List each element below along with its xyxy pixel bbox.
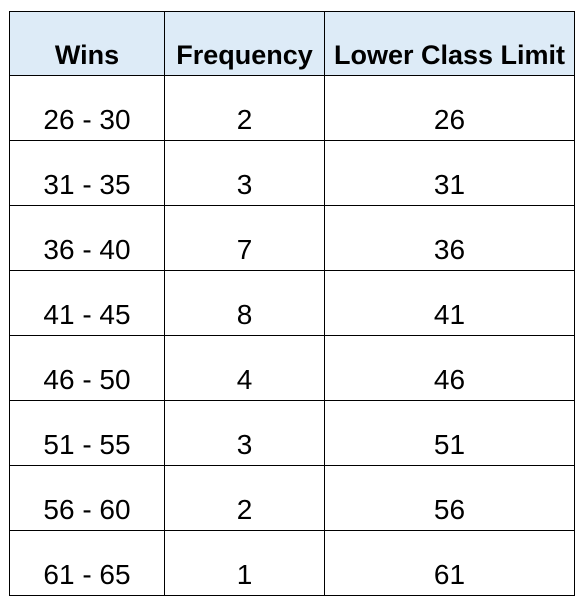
header-frequency: Frequency — [164, 11, 325, 76]
lower-class-limit-cell: 61 — [324, 530, 575, 596]
table-row: 61 - 65 1 61 — [9, 530, 575, 596]
wins-cell: 46 - 50 — [9, 335, 165, 401]
header-wins: Wins — [9, 11, 165, 76]
lower-class-limit-cell: 56 — [324, 465, 575, 531]
wins-cell: 51 - 55 — [9, 400, 165, 466]
wins-cell: 31 - 35 — [9, 140, 165, 206]
wins-cell: 61 - 65 — [9, 530, 165, 596]
table-header: Wins Frequency Lower Class Limit — [9, 11, 575, 76]
header-row: Wins Frequency Lower Class Limit — [9, 11, 575, 76]
lower-class-limit-cell: 51 — [324, 400, 575, 466]
lower-class-limit-cell: 41 — [324, 270, 575, 336]
frequency-cell: 2 — [164, 465, 325, 531]
frequency-cell: 1 — [164, 530, 325, 596]
table-row: 51 - 55 3 51 — [9, 400, 575, 466]
frequency-cell: 7 — [164, 205, 325, 271]
wins-cell: 56 - 60 — [9, 465, 165, 531]
lower-class-limit-cell: 26 — [324, 75, 575, 141]
frequency-cell: 3 — [164, 400, 325, 466]
table-row: 56 - 60 2 56 — [9, 465, 575, 531]
frequency-cell: 8 — [164, 270, 325, 336]
table-body: 26 - 30 2 26 31 - 35 3 31 36 - 40 7 36 4… — [9, 75, 575, 596]
table-row: 26 - 30 2 26 — [9, 75, 575, 141]
frequency-cell: 4 — [164, 335, 325, 401]
wins-cell: 26 - 30 — [9, 75, 165, 141]
lower-class-limit-cell: 46 — [324, 335, 575, 401]
frequency-cell: 3 — [164, 140, 325, 206]
table-row: 46 - 50 4 46 — [9, 335, 575, 401]
wins-cell: 36 - 40 — [9, 205, 165, 271]
frequency-cell: 2 — [164, 75, 325, 141]
table-row: 36 - 40 7 36 — [9, 205, 575, 271]
lower-class-limit-cell: 31 — [324, 140, 575, 206]
table-row: 41 - 45 8 41 — [9, 270, 575, 336]
wins-cell: 41 - 45 — [9, 270, 165, 336]
table-row: 31 - 35 3 31 — [9, 140, 575, 206]
frequency-table: Wins Frequency Lower Class Limit 26 - 30… — [9, 11, 575, 596]
header-lower-class-limit: Lower Class Limit — [324, 11, 575, 76]
lower-class-limit-cell: 36 — [324, 205, 575, 271]
